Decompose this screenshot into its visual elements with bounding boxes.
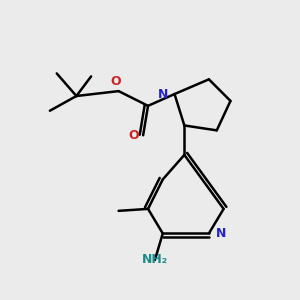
Text: N: N [215, 227, 226, 240]
Text: O: O [110, 75, 121, 88]
Text: NH₂: NH₂ [142, 254, 168, 266]
Text: N: N [158, 88, 168, 100]
Text: O: O [128, 129, 139, 142]
